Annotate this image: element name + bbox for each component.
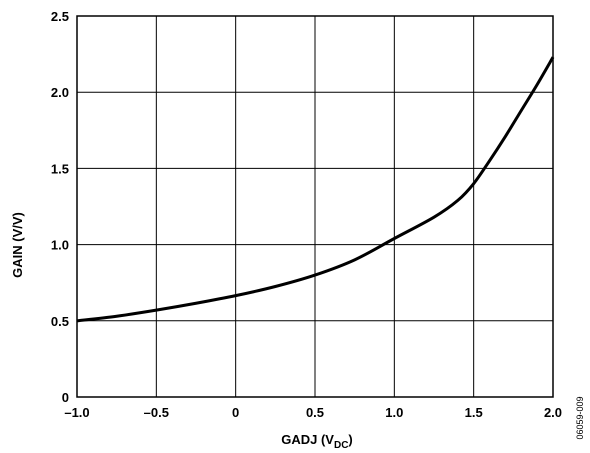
series-line-gain [76, 56, 555, 323]
x-axis-label-close: ) [348, 432, 352, 447]
x-tick-label: 1.5 [465, 405, 483, 420]
y-axis-label: GAIN (V/V) [10, 212, 25, 278]
plot-frame [76, 15, 554, 398]
x-tick-label: 2.0 [544, 405, 562, 420]
x-axis-label-subscript: DC [334, 440, 348, 451]
series-layer [76, 56, 555, 323]
y-tick-label: 0 [62, 390, 69, 405]
x-tick-label: 0 [232, 405, 239, 420]
y-tick-label: 2.0 [51, 85, 69, 100]
y-tick-label: 2.5 [51, 9, 69, 24]
y-tick-label: 1.0 [51, 238, 69, 253]
y-tick-label: 0.5 [51, 314, 69, 329]
x-tick-label: –0.5 [144, 405, 169, 420]
grid [76, 15, 554, 398]
x-tick-label: 0.5 [306, 405, 324, 420]
x-axis-label-main: GADJ (V [281, 432, 334, 447]
y-tick-labels: 0 0.5 1.0 1.5 2.0 2.5 [51, 9, 69, 405]
x-tick-labels: –1.0 –0.5 0 0.5 1.0 1.5 2.0 [64, 405, 562, 420]
y-tick-label: 1.5 [51, 161, 69, 176]
x-axis-label: GADJ (VDC) [281, 432, 353, 451]
x-tick-label: 1.0 [385, 405, 403, 420]
x-tick-label: –1.0 [64, 405, 89, 420]
figure-id: 06059-009 [575, 396, 585, 439]
